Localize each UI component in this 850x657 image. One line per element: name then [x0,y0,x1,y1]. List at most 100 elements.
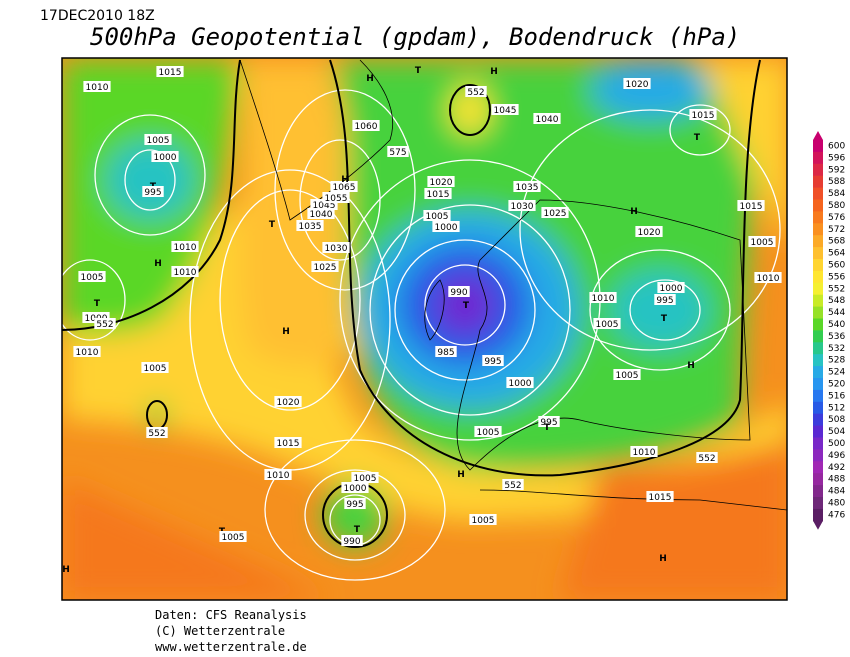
isobar-label: 995 [484,357,501,367]
isobar-label: 1045 [494,106,517,116]
label-box [593,318,621,329]
colorbar-swatch [813,294,823,308]
label-box [73,346,101,357]
colorbar-label: 492 [828,463,845,473]
isobar-label: 1035 [299,222,322,232]
colorbar-swatch [813,259,823,272]
label-box [423,210,451,221]
label-box [748,236,776,247]
isobar-label: 1005 [354,474,377,484]
label-box [341,482,369,493]
label-box [78,271,106,282]
isobar-label: 1015 [692,111,715,121]
isobar-label: 1005 [81,273,104,283]
isobar-label: 990 [450,288,467,298]
label-box [264,469,292,480]
isobar-label: 552 [96,320,113,330]
colorbar-swatch [813,437,823,450]
label-box [344,498,366,509]
label-box [94,318,116,329]
label-box [533,113,561,124]
pressure-center: H [630,207,638,217]
colorbar-swatch [813,211,823,224]
isobar-label: 1005 [596,320,619,330]
label-box [82,312,110,323]
isobar-label: 1040 [310,210,333,220]
isobar-label: 1025 [544,209,567,219]
isobar-label: 1005 [751,238,774,248]
isobar-label: 995 [656,296,673,306]
label-box [754,272,782,283]
colorbar-swatch [813,378,823,391]
isobar-label: 552 [467,88,484,98]
label-box [311,261,339,272]
isobar-label: 1005 [472,516,495,526]
isobar-label: 1065 [333,183,356,193]
label-box [737,200,765,211]
colorbar-label: 564 [828,249,845,259]
isobar-label: 1005 [616,371,639,381]
isobar-label: 1010 [267,471,290,481]
label-box [424,188,452,199]
colorbar-swatch [813,401,823,415]
isobar-label: 990 [343,537,360,547]
isobar-label: 1020 [277,398,300,408]
pressure-center: H [490,67,498,77]
colorbar-swatch [813,199,823,212]
label-box [435,346,457,357]
colorbar-swatch [813,151,823,165]
label-box [352,120,380,131]
label-box [341,535,363,546]
map [62,58,787,600]
colorbar-swatch [813,282,823,296]
pressure-center: H [659,554,667,564]
label-box [508,200,536,211]
colorbar-label: 592 [828,165,845,175]
isobar-label: 1010 [76,348,99,358]
isobar-label: 1030 [325,244,348,254]
isobar-label: 1005 [222,533,245,543]
pressure-center: T [94,299,101,309]
pressure-center: H [154,259,162,269]
label-box [465,86,487,97]
isobar-label: 1010 [174,268,197,278]
isobar-label: 552 [148,429,165,439]
label-box [219,531,247,542]
label-box [144,134,172,145]
colorbar-swatch [813,163,823,177]
label-box [538,416,560,427]
colorbar-label: 504 [828,427,845,437]
isobar-label: 1015 [159,68,182,78]
colorbar-label: 572 [828,225,845,235]
colorbar-label: 544 [828,308,845,318]
footer-source: Daten: CFS Reanalysis [155,608,307,622]
colorbar-swatch [813,485,823,498]
pressure-center: T [269,220,276,230]
isobar-label: 1005 [426,212,449,222]
isobar-label: 1005 [477,428,500,438]
colorbar-label: 480 [828,498,845,508]
pressure-center: H [341,175,349,185]
isobar-label: 1010 [86,83,109,93]
isobar-label: 1015 [649,493,672,503]
colorbar-swatch [813,473,823,486]
colorbar-swatch [813,449,823,462]
label-box [541,207,569,218]
pressure-center: T [415,66,422,76]
label-box [482,355,504,366]
isobar-label: 985 [437,348,454,358]
coastlines [239,59,787,511]
colorbar-swatch [813,223,823,236]
footer-copyright: (C) Wetterzentrale [155,624,285,638]
isobar-label: 1015 [277,439,300,449]
isobar-label: 552 [698,454,715,464]
colorbar-label: 584 [828,189,845,199]
colorbar-swatch [813,306,823,319]
pressure-center: T [354,525,361,535]
label-box [469,514,497,525]
isobar-label: 1000 [509,379,532,389]
label-box [646,491,674,502]
label-box [513,181,541,192]
colorbar-label: 520 [828,379,845,389]
colorbar-label: 524 [828,368,845,378]
